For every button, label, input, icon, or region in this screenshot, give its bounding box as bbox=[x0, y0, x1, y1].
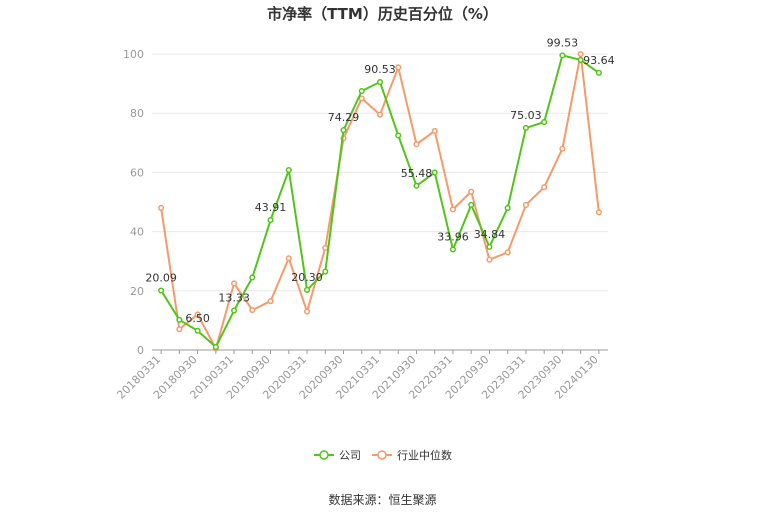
source-note: 数据来源：恒生聚源 bbox=[328, 492, 436, 507]
y-tick-label: 20 bbox=[130, 285, 144, 298]
data-point-company bbox=[176, 316, 183, 323]
y-axis: 0 20 40 60 80 100 bbox=[123, 48, 144, 357]
chart-title: 市净率（TTM）历史百分位（%） bbox=[267, 5, 498, 23]
data-point-company bbox=[504, 204, 511, 211]
legend-label: 行业中位数 bbox=[397, 448, 452, 462]
series-layer bbox=[158, 50, 602, 352]
data-point-industry bbox=[285, 255, 292, 262]
data-point-company bbox=[431, 169, 438, 176]
data-point-industry bbox=[486, 256, 493, 263]
data-label: 99.53 bbox=[547, 36, 579, 49]
data-point-company bbox=[267, 216, 274, 224]
legend[interactable]: 公司 行业中位数 bbox=[314, 448, 452, 462]
data-label: 75.03 bbox=[510, 109, 542, 122]
legend-marker bbox=[319, 450, 329, 460]
data-label: 74.29 bbox=[328, 111, 360, 124]
data-point-industry bbox=[231, 280, 238, 287]
data-label: 20.30 bbox=[291, 271, 323, 284]
data-point-industry bbox=[303, 308, 311, 315]
data-label: 34.84 bbox=[474, 228, 506, 241]
data-label: 90.53 bbox=[364, 63, 396, 76]
legend-item-company[interactable]: 公司 bbox=[314, 449, 361, 462]
data-point-industry bbox=[158, 204, 165, 211]
data-point-industry bbox=[376, 111, 384, 118]
data-point-company bbox=[595, 69, 602, 76]
data-point-company bbox=[358, 87, 365, 95]
data-point-industry bbox=[194, 311, 201, 318]
legend-label: 公司 bbox=[339, 449, 361, 462]
data-point-company bbox=[376, 78, 384, 86]
x-axis: 2018033120180930201903312019093020200331… bbox=[114, 349, 608, 402]
data-labels: 20.09 6.50 13.33 43.91 20.30 74.29 90.53 55.48 3… bbox=[145, 36, 614, 324]
data-point-company bbox=[395, 132, 402, 139]
data-point-industry bbox=[595, 209, 602, 216]
data-point-company bbox=[541, 119, 548, 126]
data-point-company bbox=[468, 201, 475, 209]
y-tick-label: 0 bbox=[137, 344, 144, 357]
data-label: 33.96 bbox=[437, 230, 469, 243]
data-point-industry bbox=[468, 188, 475, 195]
data-point-company bbox=[249, 274, 256, 281]
legend-marker bbox=[377, 450, 387, 460]
data-point-industry bbox=[449, 206, 457, 213]
data-point-industry bbox=[559, 145, 566, 152]
y-tick-label: 40 bbox=[130, 226, 144, 239]
grid-lines bbox=[152, 53, 608, 292]
data-point-industry bbox=[522, 201, 529, 209]
data-point-industry bbox=[358, 95, 365, 102]
data-point-company bbox=[212, 343, 219, 351]
data-point-company bbox=[522, 124, 529, 131]
data-label: 93.64 bbox=[583, 54, 615, 67]
data-point-company bbox=[340, 127, 347, 134]
data-point-industry bbox=[267, 298, 274, 305]
data-point-company bbox=[559, 52, 566, 59]
data-point-industry bbox=[322, 244, 329, 251]
data-label: 13.33 bbox=[218, 292, 250, 305]
data-point-industry bbox=[577, 50, 584, 58]
y-tick-label: 60 bbox=[130, 166, 144, 179]
data-point-industry bbox=[249, 306, 256, 314]
data-point-industry bbox=[431, 127, 438, 135]
data-label: 6.50 bbox=[185, 312, 210, 325]
data-point-company bbox=[158, 287, 165, 294]
y-tick-label: 80 bbox=[130, 107, 144, 120]
data-point-industry bbox=[504, 249, 511, 256]
data-label: 55.48 bbox=[401, 167, 433, 180]
data-point-company bbox=[449, 246, 457, 253]
data-point-company bbox=[285, 166, 292, 174]
data-point-industry bbox=[413, 141, 420, 148]
y-tick-label: 100 bbox=[123, 48, 144, 61]
data-point-company bbox=[413, 182, 420, 189]
data-point-industry bbox=[541, 184, 548, 191]
data-label: 20.09 bbox=[145, 272, 177, 285]
data-point-company bbox=[231, 307, 238, 314]
data-point-industry bbox=[176, 326, 183, 333]
data-label: 43.91 bbox=[255, 201, 287, 214]
data-point-company bbox=[322, 268, 329, 275]
data-point-company bbox=[303, 286, 311, 293]
data-point-company bbox=[486, 243, 493, 250]
data-point-company bbox=[194, 327, 201, 334]
data-point-industry bbox=[395, 64, 402, 71]
data-point-company bbox=[577, 56, 584, 63]
legend-item-industry[interactable]: 行业中位数 bbox=[372, 448, 452, 462]
